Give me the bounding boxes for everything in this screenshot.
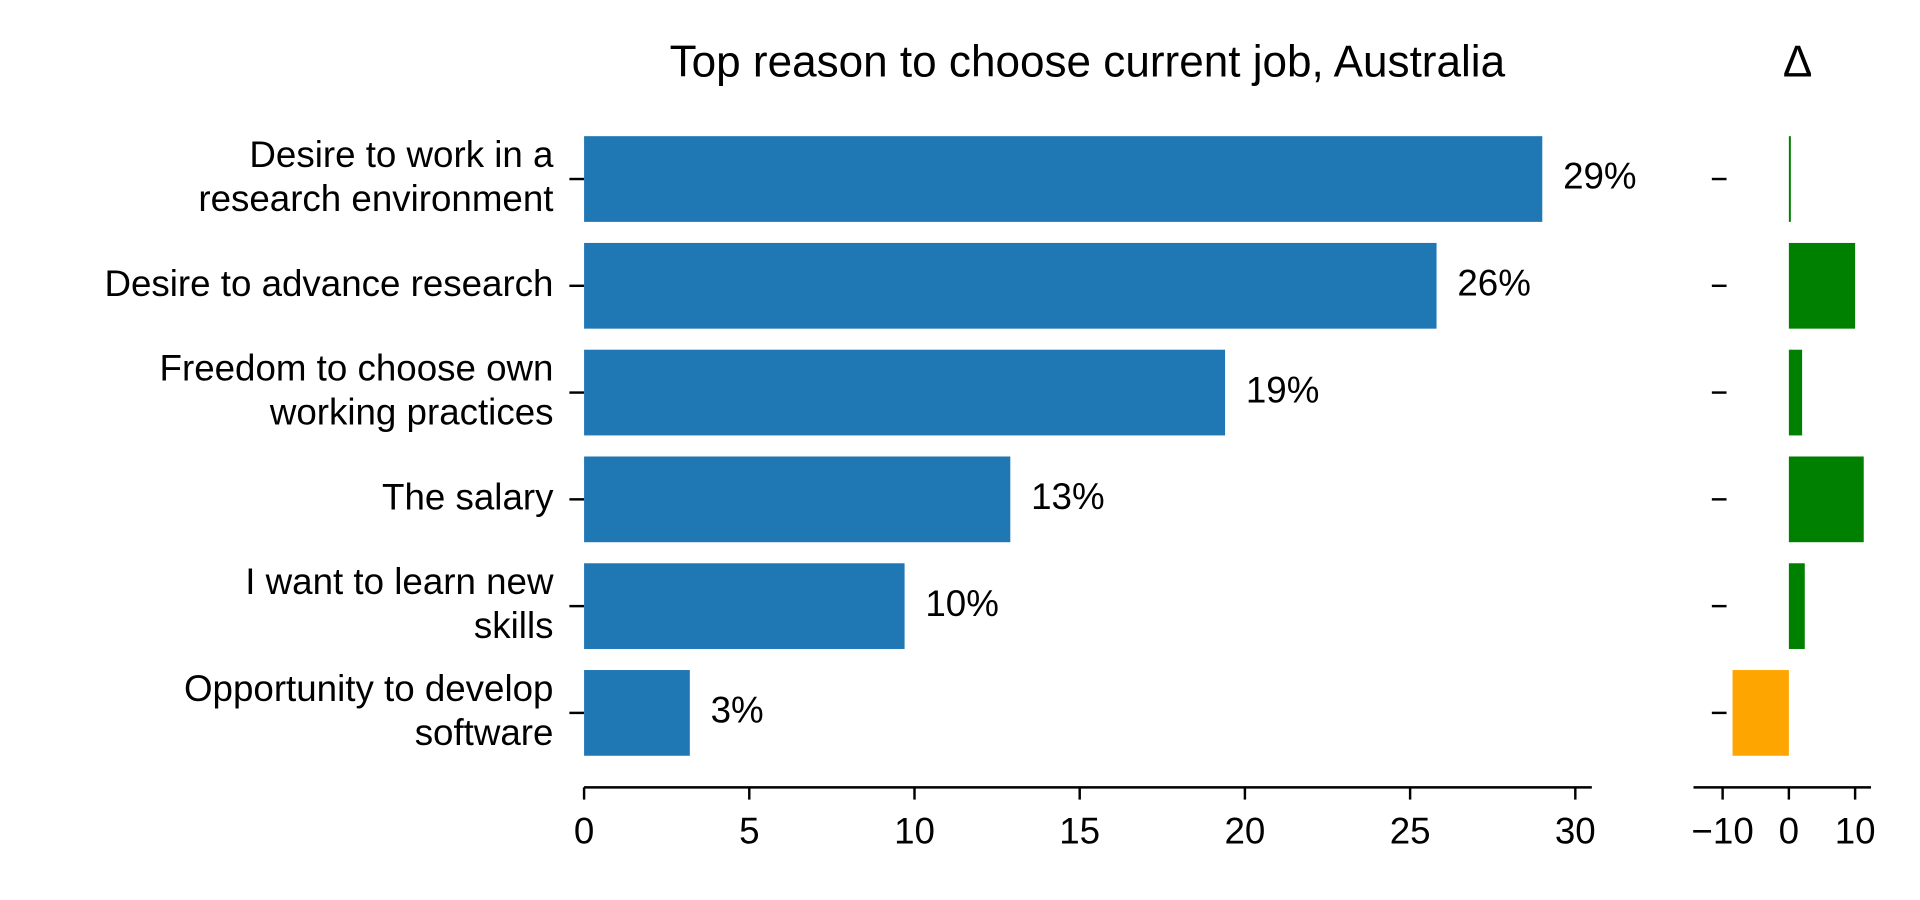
bar — [1788, 136, 1791, 222]
x-tick-label: 0 — [574, 811, 594, 852]
bar — [584, 136, 1543, 222]
x-tick-label: 0 — [1779, 811, 1799, 852]
x-tick-label: 10 — [1835, 811, 1876, 852]
value-label: 19% — [1246, 369, 1319, 410]
x-tick-label: 20 — [1224, 811, 1265, 852]
category-label: The salary — [382, 476, 554, 517]
chart-title: Top reason to choose current job, Austra… — [670, 38, 1506, 87]
bar — [1788, 242, 1856, 329]
category-label: Opportunity to develop software — [184, 668, 553, 753]
bar — [584, 670, 690, 756]
x-tick-label: 25 — [1390, 811, 1431, 852]
bar — [1732, 670, 1789, 756]
category-label: Desire to work in a research environment — [198, 134, 554, 219]
x-tick-label: 10 — [894, 811, 935, 852]
bar — [1788, 456, 1864, 543]
category-label: Freedom to choose own working practices — [160, 347, 554, 432]
bar — [584, 242, 1437, 329]
x-tick-label: 5 — [739, 811, 759, 852]
bar — [1788, 349, 1803, 436]
value-label: 13% — [1031, 476, 1105, 517]
category-label: I want to learn new skills — [245, 561, 554, 646]
value-label: 3% — [711, 690, 764, 731]
value-label: 29% — [1563, 156, 1637, 197]
delta-title: Δ — [1783, 38, 1812, 87]
x-tick-label: 30 — [1555, 811, 1596, 852]
category-label: Desire to advance research — [104, 262, 553, 303]
bar — [1788, 563, 1805, 649]
bar — [584, 563, 905, 649]
bar — [584, 349, 1226, 436]
value-label: 10% — [925, 583, 999, 624]
x-tick-label: 15 — [1059, 811, 1100, 852]
value-label: 26% — [1457, 262, 1531, 303]
x-tick-label: −10 — [1691, 811, 1753, 852]
bar — [584, 456, 1011, 543]
